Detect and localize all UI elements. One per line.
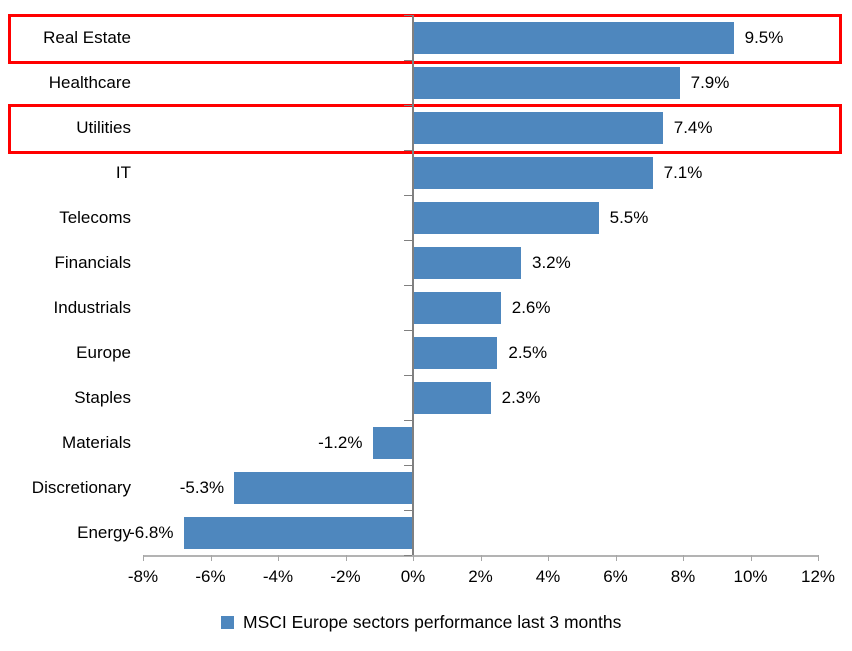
value-label: 9.5% bbox=[744, 28, 784, 47]
value-label: 3.2% bbox=[532, 253, 571, 272]
category-label: Real Estate bbox=[43, 28, 131, 47]
value-label: 5.5% bbox=[609, 208, 649, 227]
highlight-box bbox=[8, 14, 842, 64]
category-axis-tick bbox=[404, 555, 412, 556]
value-label: 2.3% bbox=[501, 388, 541, 407]
x-axis-tick-label: -2% bbox=[330, 567, 361, 586]
bar bbox=[413, 246, 521, 279]
x-axis-tick-label: 0% bbox=[400, 567, 426, 586]
x-axis-tick bbox=[143, 555, 144, 561]
category-label: Telecoms bbox=[59, 208, 131, 227]
bar bbox=[413, 21, 734, 54]
bar bbox=[372, 426, 413, 459]
category-axis-tick bbox=[404, 195, 412, 196]
category-label: Materials bbox=[62, 433, 131, 452]
category-axis-tick bbox=[404, 240, 412, 241]
x-axis-tick-label: 12% bbox=[800, 567, 836, 586]
value-label: 2.6% bbox=[511, 298, 551, 317]
value-label: 2.5% bbox=[508, 343, 548, 362]
value-label: 7.9% bbox=[690, 73, 730, 92]
x-axis-tick bbox=[210, 555, 212, 561]
x-axis-tick bbox=[345, 555, 347, 561]
value-label: -5.3% bbox=[179, 478, 225, 497]
legend: MSCI Europe sectors performance last 3 m… bbox=[221, 612, 621, 633]
x-axis-tick-label: 2% bbox=[468, 567, 493, 586]
category-axis-tick bbox=[404, 375, 412, 376]
x-axis-tick bbox=[818, 555, 819, 561]
x-axis-tick bbox=[683, 555, 684, 561]
value-label: 7.4% bbox=[673, 118, 713, 137]
category-label: Staples bbox=[74, 388, 131, 407]
category-label: Energy bbox=[77, 523, 131, 542]
value-label: -1.2% bbox=[318, 433, 363, 452]
category-axis-tick bbox=[404, 510, 412, 511]
x-axis-tick bbox=[615, 555, 617, 561]
value-label: -6.8% bbox=[129, 523, 174, 542]
category-label: Discretionary bbox=[31, 478, 131, 497]
legend-label: MSCI Europe sectors performance last 3 m… bbox=[243, 612, 622, 632]
category-axis-tick bbox=[404, 465, 412, 466]
category-axis-tick bbox=[404, 150, 412, 151]
bar bbox=[413, 336, 498, 369]
x-axis-tick bbox=[548, 555, 549, 561]
bar bbox=[234, 471, 413, 504]
x-axis-tick-label: -8% bbox=[127, 567, 159, 586]
category-axis-tick bbox=[404, 60, 412, 61]
x-axis-tick-label: 10% bbox=[733, 567, 768, 586]
category-axis-line bbox=[412, 15, 414, 555]
x-axis-tick bbox=[278, 555, 279, 561]
x-axis-tick-label: 6% bbox=[603, 567, 628, 586]
x-axis-tick-label: 4% bbox=[535, 567, 561, 586]
highlight-box bbox=[8, 104, 842, 154]
legend-marker-icon bbox=[221, 616, 234, 629]
category-axis-tick bbox=[404, 420, 412, 421]
x-axis-tick-label: 8% bbox=[670, 567, 696, 586]
x-axis-tick bbox=[750, 555, 752, 561]
category-label: Financials bbox=[54, 253, 131, 272]
bar bbox=[413, 201, 599, 234]
x-axis-tick-label: -4% bbox=[262, 567, 294, 586]
category-axis-tick bbox=[404, 285, 412, 286]
category-label: Utilities bbox=[76, 118, 131, 137]
value-label: 7.1% bbox=[663, 163, 703, 182]
bar bbox=[413, 381, 491, 414]
category-label: Europe bbox=[76, 343, 131, 362]
bar bbox=[413, 111, 663, 144]
bar bbox=[413, 291, 501, 324]
bar bbox=[413, 156, 653, 189]
category-label: IT bbox=[115, 163, 131, 182]
x-axis-tick bbox=[480, 555, 482, 561]
category-label: Healthcare bbox=[48, 73, 131, 92]
category-axis-tick bbox=[404, 105, 412, 106]
category-axis-tick bbox=[404, 330, 412, 331]
x-axis-tick-label: -6% bbox=[195, 567, 226, 586]
category-label: Industrials bbox=[53, 298, 131, 317]
bar bbox=[183, 516, 413, 549]
x-axis-tick bbox=[413, 555, 414, 561]
bar bbox=[413, 66, 680, 99]
category-axis-tick bbox=[404, 15, 412, 16]
